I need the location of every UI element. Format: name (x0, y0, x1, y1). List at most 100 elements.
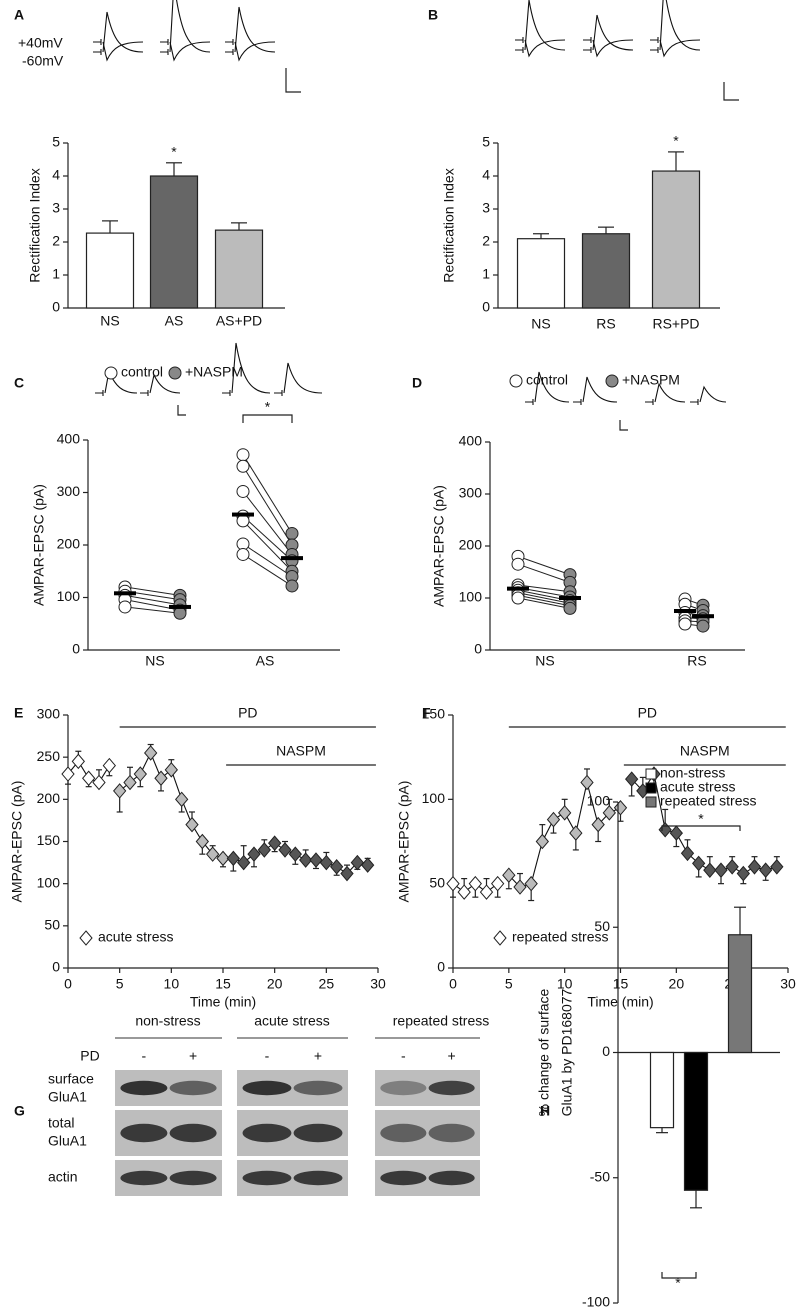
point (288, 846, 302, 862)
pair-line (517, 597, 571, 609)
legend-marker (79, 930, 93, 946)
point (457, 884, 471, 900)
y-tick-label: 200 (459, 537, 483, 553)
point (206, 846, 220, 862)
x-tick-label: 5 (505, 976, 513, 992)
point (236, 448, 250, 462)
point (703, 862, 717, 878)
y-tick-label: 150 (422, 706, 446, 722)
bar (85, 232, 135, 309)
pair-line (242, 520, 293, 572)
blot-band (169, 1170, 217, 1186)
point (513, 879, 527, 895)
pair-line (517, 584, 571, 593)
x-axis-label: Time (min) (190, 994, 256, 1010)
point (714, 862, 728, 878)
point (479, 884, 494, 900)
group-label: acute stress (254, 1013, 329, 1029)
condition-label: - (265, 1048, 270, 1064)
row-label: GluA1 (48, 1133, 87, 1149)
blot-band (120, 1080, 168, 1096)
blot-band (380, 1080, 427, 1096)
x-tick-label: NS (145, 653, 164, 669)
pair-line (242, 491, 293, 555)
y-tick-label: 0 (437, 959, 445, 975)
bar (149, 175, 199, 309)
point (747, 859, 762, 875)
pair-line (242, 515, 293, 562)
y-axis-label: % change of surface (536, 988, 552, 1116)
point (185, 816, 199, 833)
x-axis-label: Time (min) (587, 994, 653, 1010)
point (511, 591, 525, 605)
point (319, 854, 333, 871)
y-tick-label: 100 (37, 874, 61, 890)
pair-line (242, 454, 293, 534)
point (613, 799, 628, 816)
point (61, 766, 75, 782)
point (285, 526, 299, 540)
y-tick-label: 3 (482, 200, 490, 216)
significance: * (698, 811, 704, 827)
x-tick-label: AS+PD (216, 313, 262, 329)
mean-bar (232, 512, 254, 517)
bar (649, 1051, 675, 1129)
legend-label: repeated stress (660, 793, 757, 809)
trace (515, 37, 566, 58)
trace (583, 37, 634, 58)
point (144, 745, 158, 761)
point (102, 757, 116, 774)
y-tick-label: 100 (422, 790, 446, 806)
legend-marker (168, 366, 182, 380)
point (511, 557, 525, 571)
panel-letter: D (412, 375, 422, 391)
point (563, 601, 577, 615)
y-tick-label: 3 (52, 200, 60, 216)
point (770, 859, 784, 875)
y-tick-label: 0 (52, 299, 60, 315)
trace-label: +40mV (18, 35, 63, 51)
y-tick-label: 200 (37, 790, 61, 806)
condition-label: + (189, 1048, 197, 1064)
blot-band (293, 1170, 343, 1186)
x-tick-label: 15 (613, 976, 629, 992)
y-axis-label: AMPAR-EPSC (pA) (431, 485, 447, 607)
point (113, 783, 127, 799)
panel-letter: G (14, 1103, 25, 1119)
panel-letter: F (422, 705, 431, 721)
pair-line (242, 554, 293, 587)
treatment-label: NASPM (276, 743, 326, 759)
blot-band (242, 1123, 292, 1143)
x-tick-label: 20 (669, 976, 685, 992)
point (175, 791, 189, 808)
point (173, 606, 187, 620)
y-axis-label: Rectification Index (27, 168, 43, 282)
significance-bracket (661, 1272, 697, 1279)
row-label: total (48, 1115, 74, 1131)
y-tick-label: 150 (37, 832, 61, 848)
significance: * (675, 1275, 681, 1291)
bar (727, 934, 753, 1054)
legend-label: +NASPM (622, 372, 680, 388)
point (625, 771, 639, 787)
x-tick-label: RS (596, 316, 615, 332)
scale-bar (285, 68, 301, 93)
point (602, 805, 616, 821)
legend-label: +NASPM (185, 364, 243, 380)
x-tick-label: NS (535, 653, 554, 669)
treatment-label: NASPM (680, 743, 730, 759)
x-tick-label: 25 (319, 976, 335, 992)
treatment-label: PD (238, 705, 257, 721)
x-tick-label: NS (531, 316, 550, 332)
point (591, 816, 605, 833)
point (118, 600, 132, 614)
legend-swatch (645, 782, 657, 794)
y-tick-label: 250 (37, 748, 61, 764)
x-tick-label: 10 (164, 976, 180, 992)
y-tick-label: 200 (57, 536, 81, 552)
pair-line (242, 543, 293, 577)
trace (645, 382, 686, 405)
panel-letter: H (540, 1103, 550, 1119)
y-axis-label: AMPAR-EPSC (pA) (31, 484, 47, 606)
